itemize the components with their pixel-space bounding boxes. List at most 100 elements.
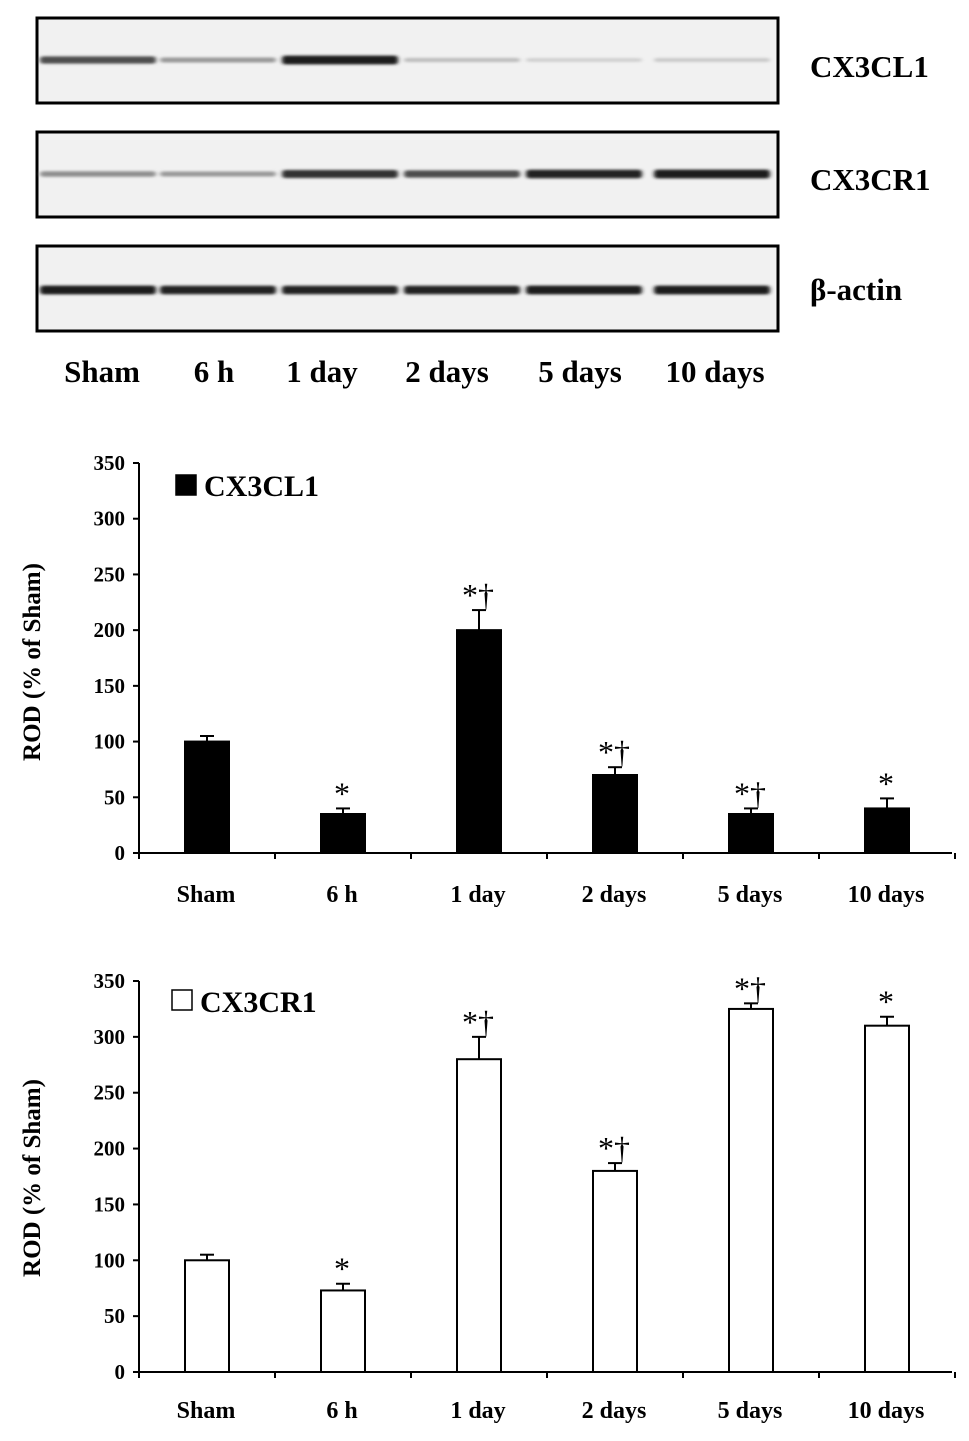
lane-label-sham: Sham — [64, 354, 140, 389]
legend-label: CX3CL1 — [204, 470, 319, 503]
significance-labels: * *† *† *† * — [334, 970, 894, 1286]
significance-label: *† — [598, 1130, 630, 1166]
significance-label: * — [878, 984, 894, 1020]
blot-panel-cx3cr1: CX3CR1 — [35, 130, 931, 219]
blot-band — [526, 58, 642, 62]
x-tick-label: 1 day — [450, 882, 505, 908]
blot-panel-beta-actin: β-actin — [35, 244, 902, 333]
axes: 0 50 100 150 200 250 300 350 — [94, 969, 956, 1384]
x-tick-label: 2 days — [582, 882, 647, 908]
blot-band — [526, 285, 642, 295]
bars — [184, 629, 910, 855]
bar — [864, 807, 910, 855]
legend: CX3CL1 — [175, 470, 319, 503]
lane-label-5days: 5 days — [538, 354, 622, 389]
lane-label-6h: 6 h — [194, 354, 235, 389]
x-tick-label: 6 h — [326, 1398, 357, 1424]
bar — [184, 1259, 230, 1374]
lane-label-10days: 10 days — [665, 354, 764, 389]
blot-band — [160, 57, 276, 63]
bar — [320, 1289, 366, 1374]
y-tick-label: 200 — [94, 618, 126, 642]
bar — [320, 813, 366, 854]
x-tick-labels: Sham 6 h 1 day 2 days 5 days 10 days — [177, 882, 925, 908]
bar — [592, 1169, 638, 1374]
y-tick-label: 0 — [115, 1360, 126, 1384]
x-tick-label: 5 days — [718, 882, 783, 908]
y-tick-label: 300 — [94, 507, 126, 531]
blot-label-cx3cr1: CX3CR1 — [810, 162, 931, 197]
lane-label-2days: 2 days — [405, 354, 489, 389]
blot-band — [160, 285, 276, 295]
blot-band — [404, 285, 520, 295]
significance-label: *† — [734, 970, 766, 1006]
bands-cx3cl1 — [40, 55, 770, 65]
y-tick-label: 350 — [94, 451, 126, 475]
blot-band — [40, 285, 156, 295]
legend: CX3CR1 — [171, 986, 317, 1019]
significance-label: * — [334, 1251, 350, 1287]
significance-labels: * *† *† *† * — [334, 577, 894, 811]
x-tick-label: 10 days — [848, 882, 925, 908]
axes: 0 50 100 150 200 250 300 350 — [94, 451, 956, 865]
western-blot: CX3CL1 CX3CR1 β-actin Sham 6 h 1 day 2 d… — [35, 16, 931, 389]
blot-band — [282, 169, 398, 179]
blot-band — [404, 170, 520, 178]
significance-label: *† — [462, 577, 494, 613]
y-tick-label: 50 — [104, 1304, 125, 1328]
bars — [184, 1007, 910, 1374]
error-bars — [200, 609, 894, 814]
bar — [184, 740, 230, 854]
y-tick-label: 100 — [94, 730, 126, 754]
significance-label: *† — [598, 734, 630, 770]
bar — [456, 629, 502, 855]
y-tick-label: 150 — [94, 674, 126, 698]
significance-label: *† — [462, 1004, 494, 1040]
legend-label: CX3CR1 — [200, 986, 317, 1019]
blot-label-beta-actin: β-actin — [810, 272, 902, 307]
x-tick-label: 6 h — [326, 882, 357, 908]
chart-cx3cl1: ROD (% of Sham) 0 50 100 150 200 250 300 350 Sh… — [19, 451, 956, 908]
blot-band — [526, 169, 642, 179]
y-tick-label: 350 — [94, 969, 126, 993]
blot-panel-cx3cl1: CX3CL1 — [35, 16, 929, 105]
bar — [864, 1024, 910, 1373]
y-tick-label: 0 — [115, 841, 126, 865]
y-tick-label: 200 — [94, 1137, 126, 1161]
x-tick-label: Sham — [177, 1398, 236, 1424]
y-axis-label: ROD (% of Sham) — [19, 1079, 46, 1277]
bar — [728, 813, 774, 854]
blot-band — [282, 285, 398, 295]
y-tick-label: 300 — [94, 1025, 126, 1049]
lane-label-1day: 1 day — [286, 354, 358, 389]
y-tick-label: 250 — [94, 562, 126, 586]
error-bars — [200, 1002, 894, 1291]
y-tick-label: 250 — [94, 1081, 126, 1105]
blot-label-cx3cl1: CX3CL1 — [810, 49, 929, 84]
bar — [456, 1058, 502, 1373]
x-tick-label: 2 days — [582, 1398, 647, 1424]
chart-cx3cr1: ROD (% of Sham) 0 50 100 150 200 250 300 350 Sh… — [19, 969, 956, 1424]
blot-band — [160, 171, 276, 177]
x-tick-label: 10 days — [848, 1398, 925, 1424]
bar — [592, 774, 638, 854]
blot-band — [404, 57, 520, 63]
lane-labels: Sham 6 h 1 day 2 days 5 days 10 days — [64, 354, 764, 389]
x-tick-label: Sham — [177, 882, 236, 908]
x-tick-labels: Sham 6 h 1 day 2 days 5 days 10 days — [177, 1398, 925, 1424]
blot-band — [654, 169, 770, 179]
blot-band — [654, 58, 770, 62]
y-tick-label: 50 — [104, 785, 125, 809]
y-axis-label: ROD (% of Sham) — [19, 563, 46, 761]
blot-band — [40, 171, 156, 177]
bar — [728, 1007, 774, 1374]
y-tick-label: 150 — [94, 1192, 126, 1216]
blot-band — [654, 285, 770, 295]
blot-band — [282, 55, 398, 65]
significance-label: * — [878, 765, 894, 801]
bands-beta-actin — [40, 285, 770, 295]
x-tick-label: 1 day — [450, 1398, 505, 1424]
legend-swatch — [171, 989, 193, 1011]
y-tick-label: 100 — [94, 1248, 126, 1272]
